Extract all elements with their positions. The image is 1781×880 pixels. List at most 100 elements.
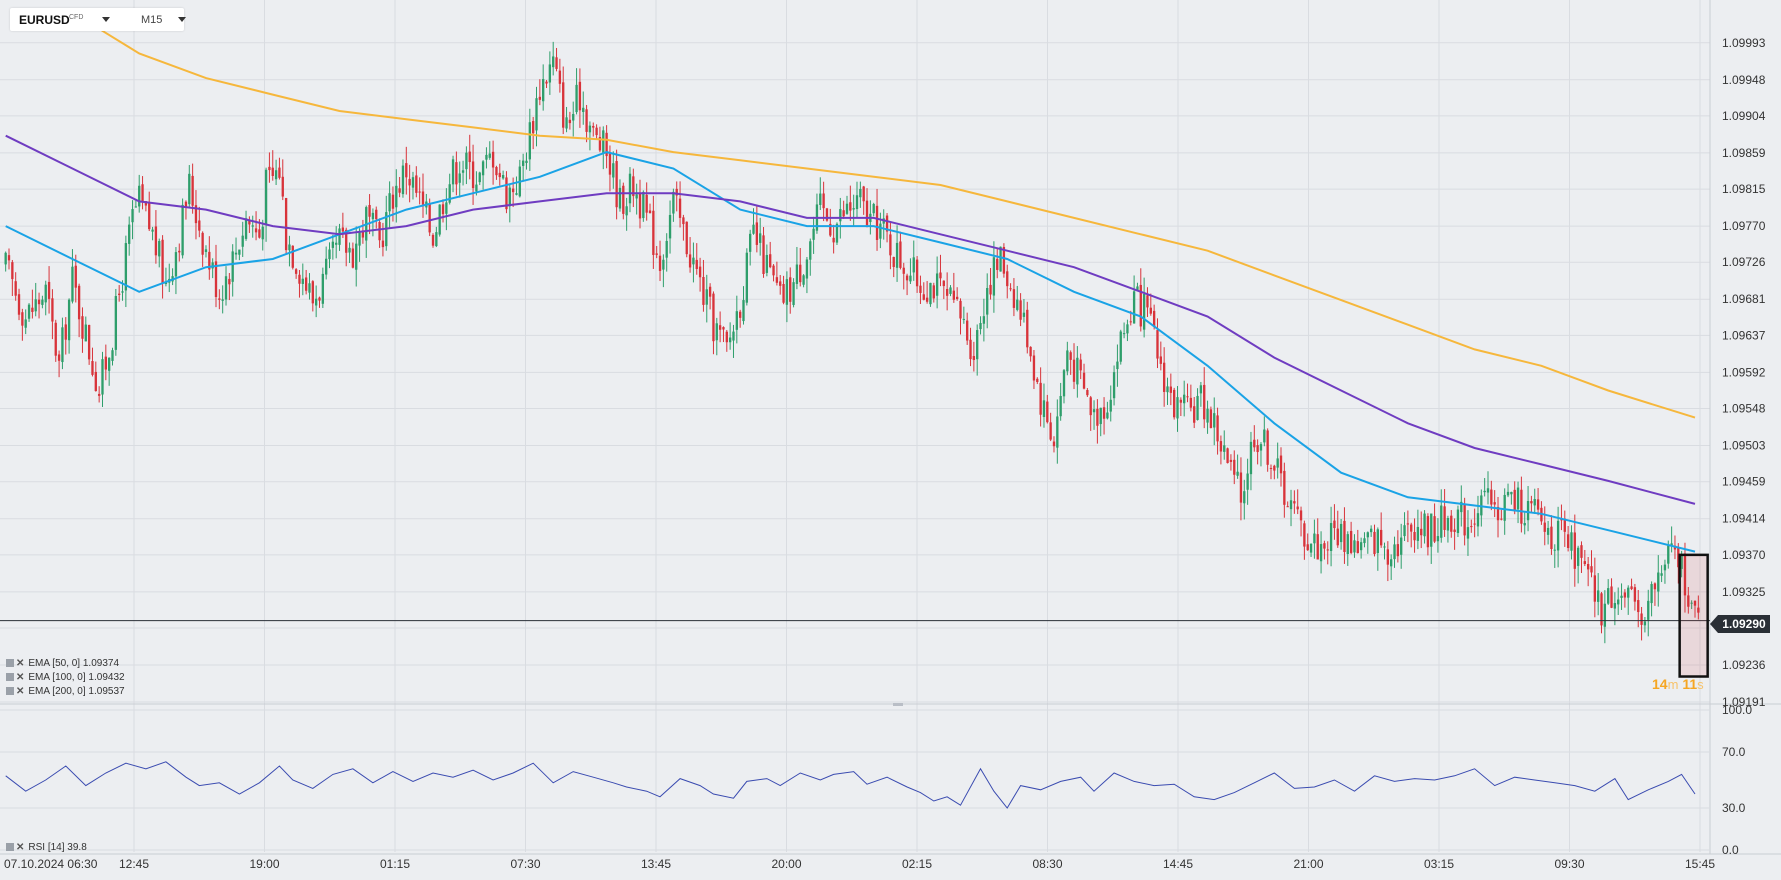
candle-body [722, 327, 725, 330]
timeframe-chevron-down-icon[interactable] [178, 17, 186, 22]
close-icon[interactable]: ✕ [16, 686, 25, 697]
price-tick-label: 1.09726 [1722, 255, 1766, 269]
candle-body [578, 81, 582, 111]
symbol-selector[interactable]: EURUSD CFD M15 [10, 8, 186, 31]
candle-body [1333, 520, 1336, 529]
candle-body [17, 294, 21, 315]
time-tick-label: 02:15 [902, 857, 932, 871]
candle-body [1359, 542, 1363, 551]
candle-body [1029, 346, 1032, 357]
candle-body [81, 316, 84, 339]
candle-body [575, 84, 578, 113]
candle-body [461, 170, 465, 173]
candle-body [1149, 307, 1152, 314]
candle-body [675, 188, 678, 196]
candle-body [1369, 528, 1373, 533]
settings-icon[interactable] [6, 659, 14, 668]
candle-body [1309, 543, 1313, 553]
candle-body [555, 57, 558, 69]
candle-body [1653, 583, 1657, 590]
candle-body [852, 208, 855, 210]
candle-body [465, 152, 468, 170]
candle-body [705, 289, 708, 305]
candle-body [1076, 357, 1079, 385]
candle-body [802, 275, 805, 285]
candle-body [986, 288, 989, 315]
candle-body [592, 125, 595, 128]
candle-body [1426, 516, 1430, 548]
candle-body [979, 323, 982, 330]
candle-countdown: 14m 11s [1652, 676, 1704, 692]
candle-body [1393, 544, 1396, 560]
candle-body [201, 232, 204, 255]
candle-body [1169, 386, 1173, 393]
candle-body [688, 254, 692, 268]
candle-body [755, 222, 759, 245]
timeframe-selector[interactable]: M15 [141, 14, 163, 26]
candle-body [1059, 395, 1062, 417]
candle-body [1406, 523, 1410, 525]
candle-body [648, 210, 652, 214]
candle-body [1543, 522, 1546, 532]
settings-icon[interactable] [6, 673, 14, 682]
candle-body [652, 210, 655, 255]
candle-body [672, 191, 675, 214]
candle-body [1236, 471, 1239, 476]
candle-body [1423, 513, 1426, 537]
candle-body [1069, 352, 1072, 360]
candle-body [87, 324, 91, 360]
ema50-line [5, 151, 1696, 553]
candle-body [1523, 523, 1526, 526]
candle-body [401, 165, 405, 195]
candle-body [101, 359, 104, 395]
overlay [0, 553, 1710, 678]
candle-body [1119, 331, 1122, 362]
candle-body [1450, 515, 1453, 532]
candle-body [855, 195, 859, 210]
candle-body [375, 209, 378, 220]
candle-body [138, 185, 141, 207]
price-tick-label: 1.09948 [1722, 73, 1766, 87]
settings-icon[interactable] [6, 843, 14, 852]
candle-body [708, 286, 712, 297]
candle-body [335, 242, 338, 245]
candle-body [935, 273, 939, 296]
candle-body [548, 64, 552, 83]
candle-body [1657, 572, 1660, 592]
candle-body [184, 201, 188, 208]
candle-body [909, 275, 912, 282]
candle-body [1647, 600, 1650, 620]
candle-body [1590, 566, 1593, 573]
candle-body [1486, 488, 1490, 493]
close-icon[interactable]: ✕ [16, 658, 25, 669]
price-tick-label: 1.09681 [1722, 292, 1766, 306]
candle-body [1206, 408, 1209, 423]
candle-body [952, 290, 955, 300]
settings-icon[interactable] [6, 687, 14, 696]
candle-body [1039, 382, 1042, 415]
candle-body [872, 203, 875, 214]
legend-ema200-label: EMA [200, 0] 1.09537 [28, 686, 125, 697]
candle-body [972, 356, 976, 361]
candle-body [845, 203, 849, 214]
candle-body [238, 249, 241, 255]
candle-body [1052, 441, 1056, 447]
close-icon[interactable]: ✕ [16, 842, 25, 853]
candle-body [1026, 309, 1029, 348]
candle-body [328, 249, 331, 260]
candle-body [1400, 537, 1403, 555]
candle-body [1179, 399, 1183, 403]
candle-body [1036, 378, 1039, 383]
candle-body [1650, 584, 1653, 604]
close-icon[interactable]: ✕ [16, 672, 25, 683]
symbol-chevron-down-icon[interactable] [102, 17, 110, 22]
candle-body [431, 234, 435, 246]
legend-rsi-label: RSI [14] 39.8 [28, 842, 87, 853]
candle-body [1633, 587, 1637, 602]
candle-body [792, 282, 795, 305]
candle-body [271, 167, 274, 177]
candle-body [128, 224, 131, 244]
candle-body [361, 230, 365, 238]
candle-body [1239, 472, 1243, 503]
